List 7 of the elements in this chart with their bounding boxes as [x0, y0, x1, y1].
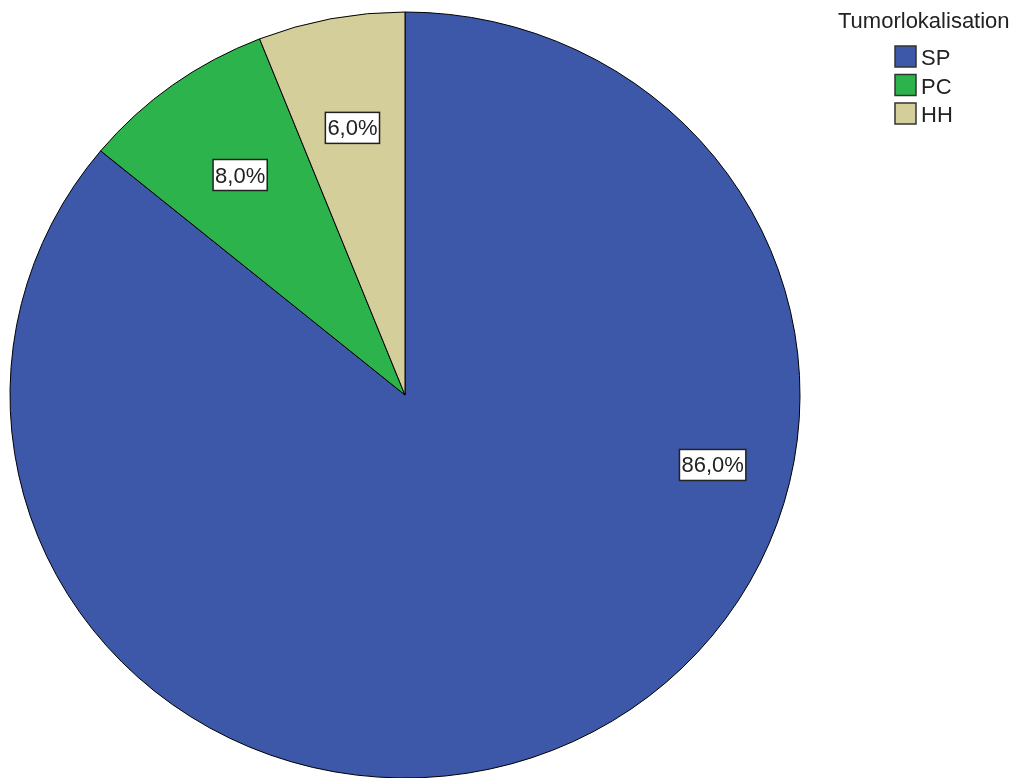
data-label: 6,0%: [327, 115, 378, 141]
data-label: 8,0%: [215, 162, 266, 188]
legend-title: Tumorlokalisation: [838, 8, 1010, 33]
legend-label: PC: [921, 73, 952, 99]
legend-label: HH: [921, 102, 953, 127]
legend-label: SP: [921, 45, 951, 70]
data-label: 86,0%: [681, 452, 744, 478]
